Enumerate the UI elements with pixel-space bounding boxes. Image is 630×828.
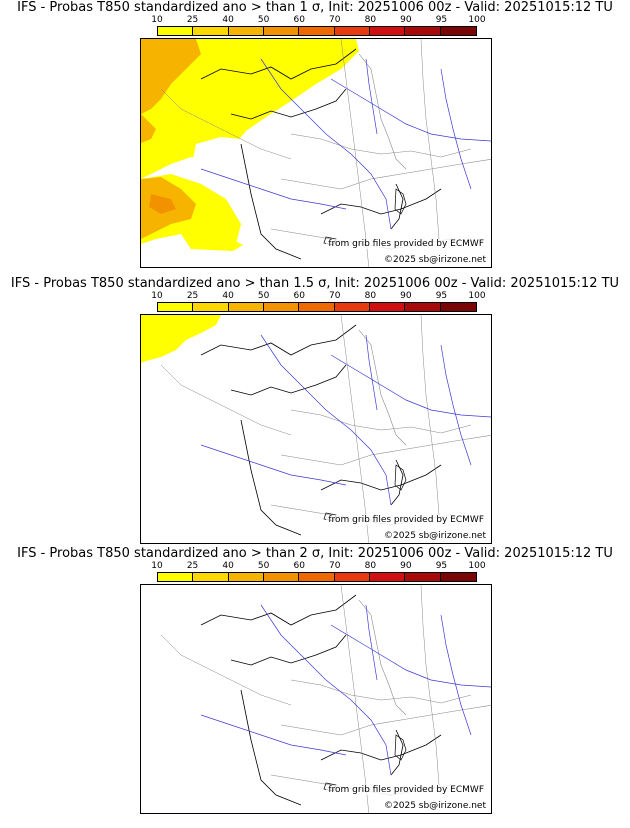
probability-shading [141, 315, 221, 363]
colorbar-tick-label: 95 [435, 15, 448, 25]
colorbar-tick-label: 70 [329, 561, 341, 571]
map-canvas [141, 315, 491, 543]
colorbar-tick-labels: 10 25 40 50 60 70 80 90 95 100 [151, 291, 485, 301]
colorbar-segment [228, 27, 264, 35]
colorbar-segment [334, 573, 370, 581]
colorbar-tick-label: 50 [257, 15, 270, 25]
map-geography [160, 585, 491, 813]
colorbar-tick-label: 100 [468, 291, 486, 301]
data-source-note: from grib files provided by ECMWF [326, 785, 486, 795]
colorbar-tick-label: 25 [186, 291, 199, 301]
panel-title: IFS - Probas T850 standardized ano > tha… [17, 546, 613, 561]
colorbar-segment [299, 27, 335, 35]
colorbar-segment [334, 303, 370, 311]
colorbar-tick-label: 10 [151, 15, 163, 25]
colorbar [157, 302, 477, 312]
colorbar-segment [405, 573, 441, 581]
data-source-note: from grib files provided by ECMWF [326, 515, 486, 525]
colorbar-segment [158, 27, 194, 35]
panel-title: IFS - Probas T850 standardized ano > tha… [10, 276, 620, 291]
copyright-label: ©2025 sb@irizone.net [382, 801, 488, 811]
colorbar-tick-label: 60 [293, 15, 305, 25]
colorbar-tick-label: 80 [364, 561, 377, 571]
map-panel-1-sigma: IFS - Probas T850 standardized ano > tha… [0, 0, 630, 270]
colorbar [157, 26, 477, 36]
colorbar-segment [405, 303, 441, 311]
colorbar-tick-label: 90 [400, 15, 412, 25]
colorbar [157, 572, 477, 582]
colorbar-tick-label: 95 [435, 561, 448, 571]
colorbar-segment [193, 303, 229, 311]
colorbar-tick-label: 70 [329, 15, 341, 25]
colorbar-segment [228, 303, 264, 311]
colorbar-segment [193, 27, 229, 35]
colorbar-tick-label: 50 [257, 561, 270, 571]
map-geography [160, 39, 491, 267]
colorbar-segment [158, 573, 194, 581]
colorbar-segment [440, 27, 476, 35]
colorbar-tick-label: 40 [222, 291, 234, 301]
copyright-label: ©2025 sb@irizone.net [382, 255, 488, 265]
colorbar-tick-label: 60 [293, 291, 305, 301]
colorbar-tick-label: 10 [151, 291, 163, 301]
map-canvas [160, 585, 491, 813]
colorbar-segment [440, 573, 476, 581]
colorbar-segment [369, 573, 406, 581]
probability-shading [141, 39, 359, 251]
colorbar-tick-label: 60 [293, 561, 305, 571]
colorbar-tick-label: 40 [222, 561, 234, 571]
colorbar-tick-label: 10 [151, 561, 163, 571]
colorbar-segment [405, 27, 441, 35]
colorbar-segment [299, 303, 335, 311]
colorbar-tick-labels: 10 25 40 50 60 70 80 90 95 100 [151, 15, 485, 25]
map-panel-1-5-sigma: IFS - Probas T850 standardized ano > tha… [0, 276, 630, 546]
colorbar-segment [334, 27, 370, 35]
colorbar-tick-label: 80 [364, 15, 377, 25]
map-panel-2-sigma: IFS - Probas T850 standardized ano > tha… [0, 546, 630, 816]
map-canvas [141, 39, 491, 267]
data-source-note: from grib files provided by ECMWF [326, 239, 486, 249]
colorbar-tick-label: 95 [435, 291, 448, 301]
colorbar-segment [193, 573, 229, 581]
probability-map: from grib files provided by ECMWF ©2025 … [140, 38, 492, 268]
colorbar-tick-label: 90 [400, 291, 412, 301]
probability-map: from grib files provided by ECMWF ©2025 … [140, 584, 492, 814]
colorbar-tick-label: 90 [400, 561, 412, 571]
copyright-label: ©2025 sb@irizone.net [382, 531, 488, 541]
colorbar-tick-label: 70 [329, 291, 341, 301]
colorbar-segment [440, 303, 476, 311]
colorbar-tick-label: 80 [364, 291, 377, 301]
colorbar-segment [228, 573, 264, 581]
colorbar-tick-label: 25 [186, 561, 199, 571]
colorbar-segment [299, 573, 335, 581]
colorbar-tick-label: 40 [222, 15, 234, 25]
map-geography [160, 315, 491, 543]
colorbar-tick-label: 50 [257, 291, 270, 301]
colorbar-tick-label: 25 [186, 15, 199, 25]
colorbar-segment [369, 303, 406, 311]
colorbar-segment [263, 27, 300, 35]
colorbar-segment [263, 573, 300, 581]
colorbar-tick-labels: 10 25 40 50 60 70 80 90 95 100 [151, 561, 485, 571]
colorbar-tick-label: 100 [468, 15, 486, 25]
colorbar-segment [369, 27, 406, 35]
colorbar-segment [263, 303, 300, 311]
panel-title: IFS - Probas T850 standardized ano > tha… [17, 0, 613, 15]
colorbar-tick-label: 100 [468, 561, 486, 571]
probability-map: from grib files provided by ECMWF ©2025 … [140, 314, 492, 544]
colorbar-segment [158, 303, 194, 311]
